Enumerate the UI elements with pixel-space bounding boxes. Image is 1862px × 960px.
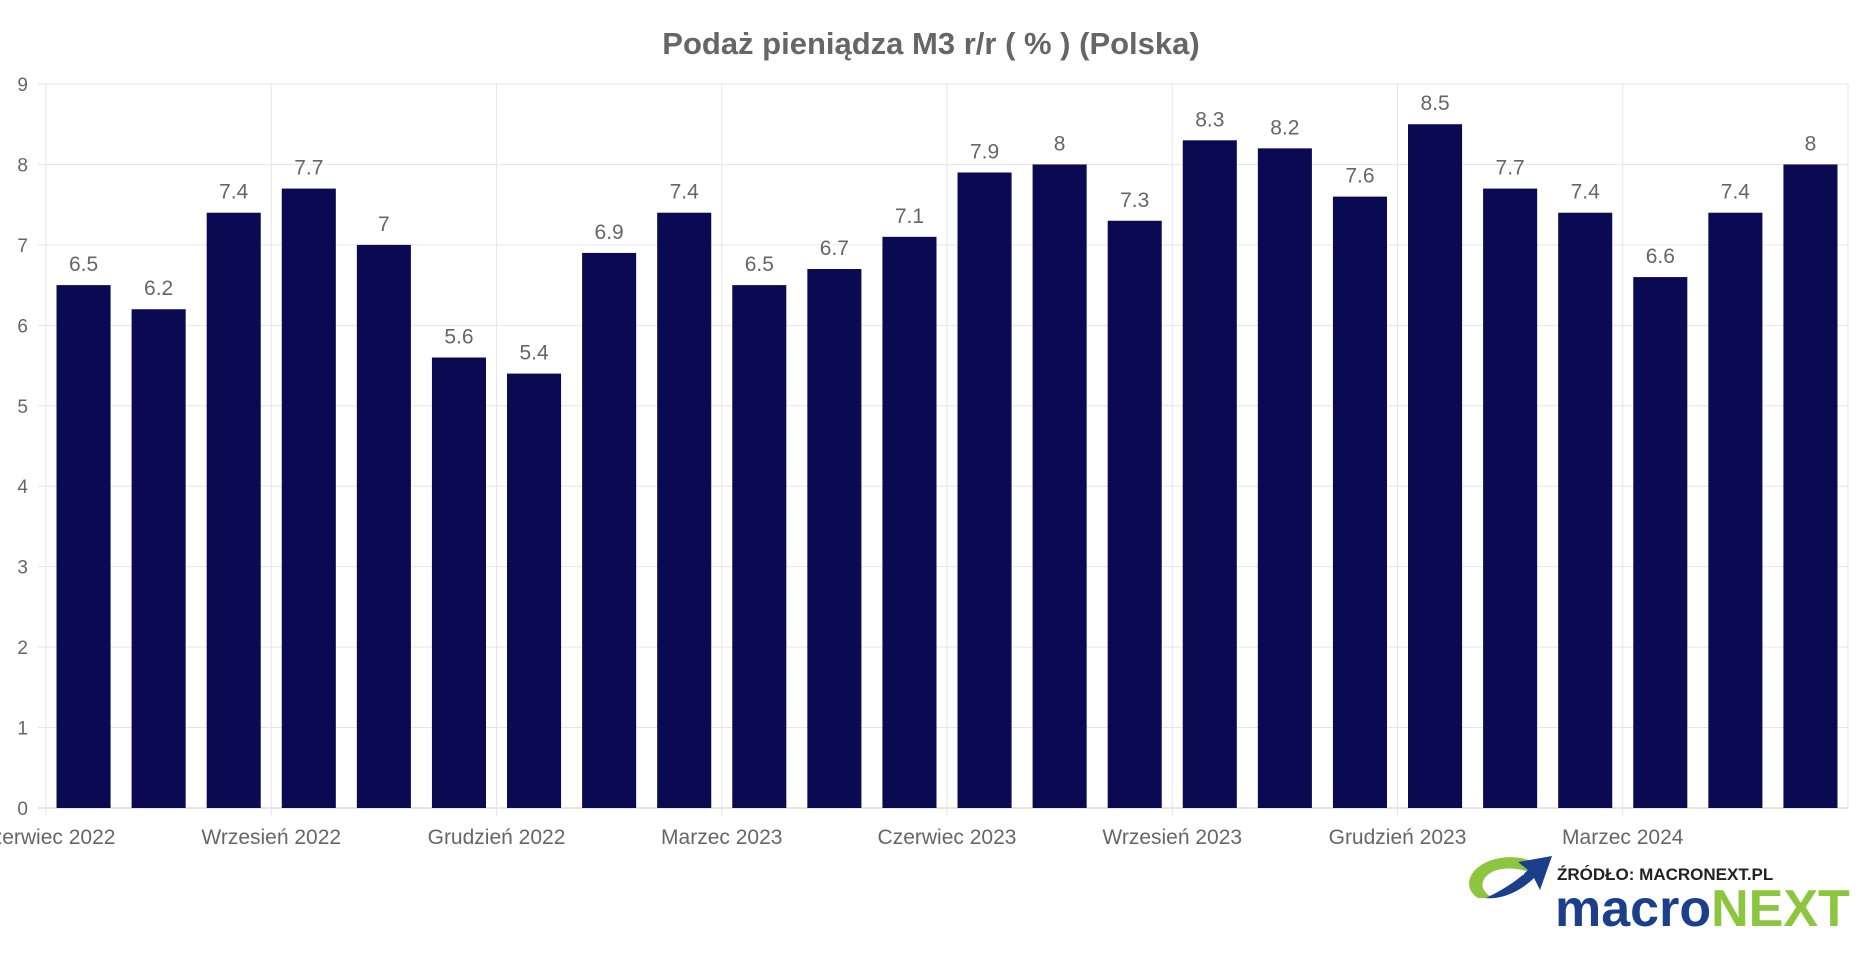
bar xyxy=(1408,124,1463,808)
data-label: 7.7 xyxy=(294,157,323,180)
logo-arrow-icon xyxy=(1469,856,1552,899)
data-label: 8.3 xyxy=(1195,108,1224,131)
x-tick-label: Grudzień 2023 xyxy=(1329,826,1467,849)
y-tick-label: 0 xyxy=(17,799,28,820)
x-tick-label: Czerwiec 2023 xyxy=(878,826,1017,849)
data-label: 7.4 xyxy=(670,181,700,204)
data-label: 8 xyxy=(1054,132,1066,155)
data-label: 6.6 xyxy=(1646,245,1675,268)
bar xyxy=(206,212,261,808)
bar xyxy=(131,309,186,808)
data-label: 6.5 xyxy=(745,253,774,276)
bar xyxy=(1633,277,1688,809)
bar xyxy=(356,244,411,808)
chart-title: Podaż pieniądza M3 r/r ( % ) (Polska) xyxy=(662,26,1199,61)
bar xyxy=(657,212,712,808)
bar xyxy=(507,373,562,808)
data-label: 7.1 xyxy=(895,205,924,228)
bar xyxy=(1332,196,1387,809)
y-tick-label: 2 xyxy=(17,638,28,659)
data-label: 6.9 xyxy=(595,221,624,244)
data-label: 5.6 xyxy=(444,326,473,349)
bar xyxy=(582,252,637,808)
y-tick-label: 5 xyxy=(17,397,28,418)
data-label: 5.4 xyxy=(519,342,549,365)
data-label: 7 xyxy=(378,213,390,236)
x-tick-label: Wrzesień 2023 xyxy=(1102,826,1242,849)
logo-brand-macro: macro xyxy=(1555,880,1711,938)
bars xyxy=(56,124,1838,809)
data-label: 8 xyxy=(1805,132,1817,155)
logo-brand-next: NEXT xyxy=(1711,880,1850,938)
data-label: 7.4 xyxy=(219,181,249,204)
y-tick-label: 9 xyxy=(17,75,28,96)
bar xyxy=(882,236,937,808)
x-axis: Czerwiec 2022 Wrzesień 2022 Grudzień 2022 M… xyxy=(0,826,1684,849)
bar xyxy=(1783,164,1838,808)
bar xyxy=(1107,220,1162,808)
x-tick-label: Czerwiec 2022 xyxy=(0,826,115,849)
bar xyxy=(1257,148,1312,808)
x-tick-label: Marzec 2023 xyxy=(661,826,782,849)
y-axis: 0 1 2 3 4 5 6 7 8 9 xyxy=(17,75,28,820)
data-label: 7.4 xyxy=(1721,181,1751,204)
bar xyxy=(1708,212,1763,808)
data-label: 6.2 xyxy=(144,277,173,300)
data-label: 7.7 xyxy=(1496,157,1525,180)
grid xyxy=(38,83,1849,816)
data-label: 7.9 xyxy=(970,140,999,163)
y-tick-label: 7 xyxy=(17,236,28,257)
y-tick-label: 8 xyxy=(17,155,28,176)
y-tick-label: 6 xyxy=(17,316,28,337)
bar xyxy=(1032,164,1087,808)
bar xyxy=(431,357,486,808)
bar xyxy=(1182,140,1237,809)
y-tick-label: 3 xyxy=(17,558,28,579)
bar xyxy=(1558,212,1613,808)
data-labels: 6.5 6.2 7.4 7.7 7 5.6 5.4 6.9 7.4 6.5 6.7 7.1 7.9 8 7.… xyxy=(69,92,1816,364)
data-label: 8.5 xyxy=(1420,92,1449,115)
data-label: 7.4 xyxy=(1571,181,1601,204)
bar xyxy=(807,269,862,808)
logo-brand: macroNEXT xyxy=(1555,880,1850,938)
y-tick-label: 4 xyxy=(17,477,28,498)
bar xyxy=(957,172,1012,808)
y-tick-label: 1 xyxy=(17,719,28,740)
x-tick-label: Grudzień 2022 xyxy=(428,826,566,849)
bar xyxy=(732,285,787,809)
macronext-logo: ŹRÓDŁO: MACRONEXT.PL macroNEXT xyxy=(1469,856,1850,938)
data-label: 6.5 xyxy=(69,253,98,276)
bar xyxy=(281,188,336,809)
data-label: 7.6 xyxy=(1345,165,1374,188)
x-tick-label: Marzec 2024 xyxy=(1562,826,1684,849)
logo-source-text: ŹRÓDŁO: MACRONEXT.PL xyxy=(1557,865,1773,884)
bar xyxy=(1483,188,1538,809)
data-label: 8.2 xyxy=(1270,116,1299,139)
data-label: 7.3 xyxy=(1120,189,1149,212)
bar xyxy=(56,285,111,809)
data-label: 6.7 xyxy=(820,237,849,260)
x-tick-label: Wrzesień 2022 xyxy=(201,826,341,849)
